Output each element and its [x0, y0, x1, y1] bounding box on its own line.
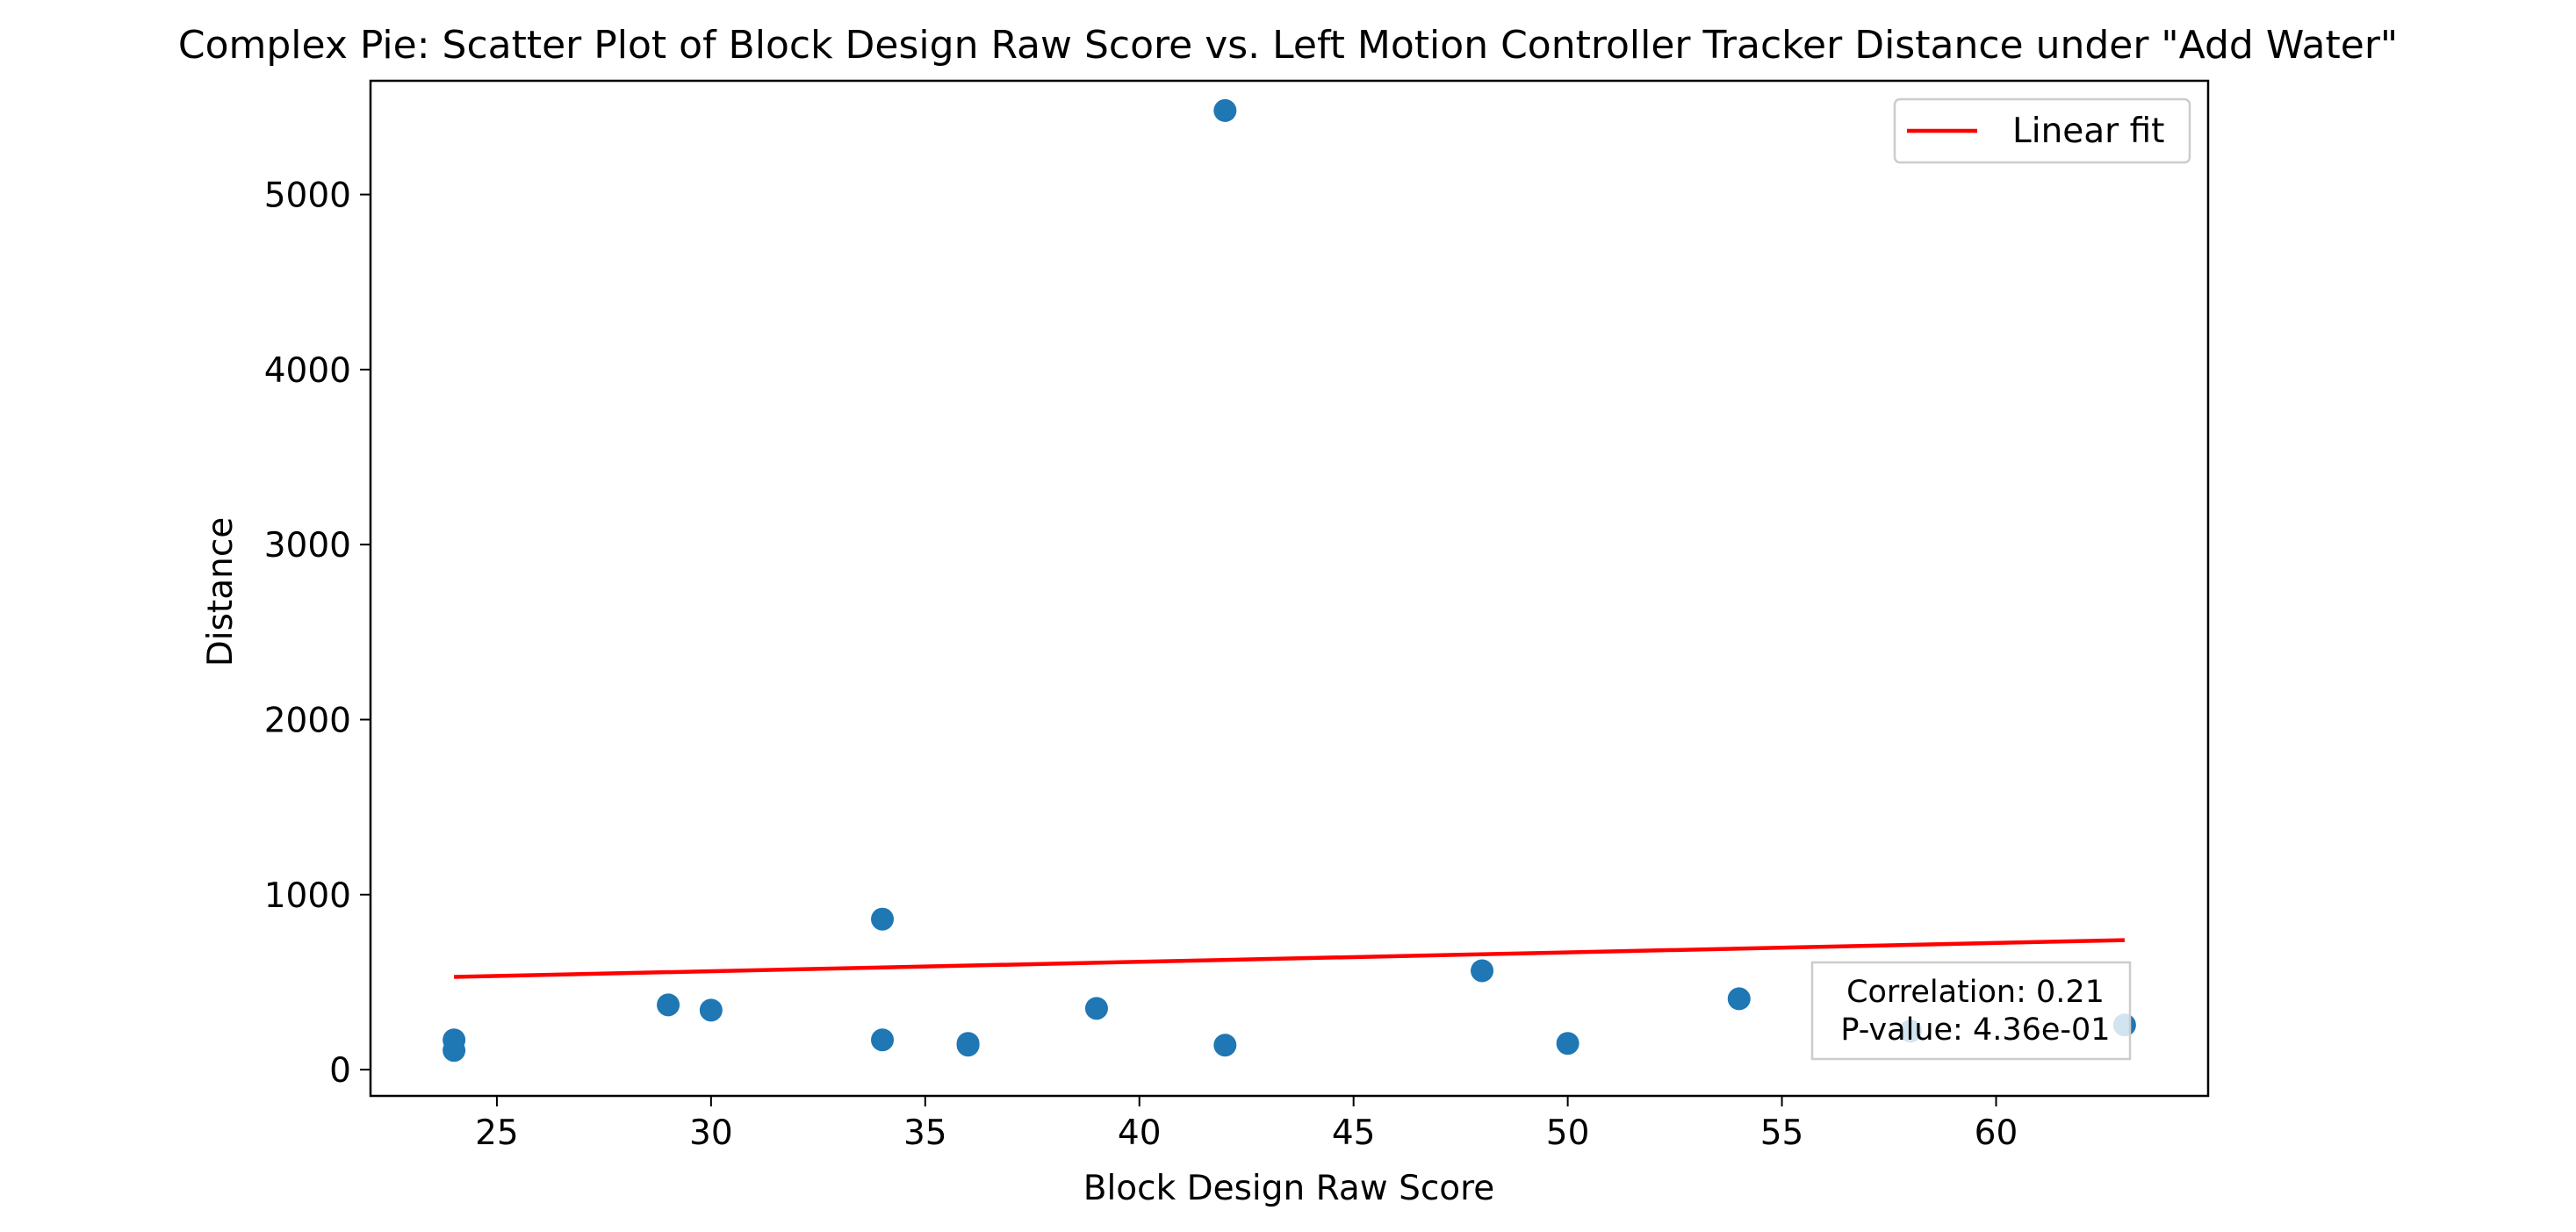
- legend-label: Linear fit: [2012, 112, 2164, 151]
- x-tick-label: 50: [1546, 1113, 1590, 1153]
- x-axis-label: Block Design Raw Score: [1083, 1169, 1495, 1208]
- y-tick-label: 0: [329, 1051, 351, 1091]
- scatter-point: [956, 1034, 980, 1057]
- y-axis-ticks: 0 1000 2000 3000 4000 5000: [264, 177, 371, 1091]
- y-tick-label: 4000: [264, 351, 351, 391]
- scatter-point: [1471, 959, 1494, 983]
- fit-line-layer: [454, 938, 2125, 979]
- stats-annotation: Correlation: 0.21 P-value: 4.36e-01: [1810, 961, 2132, 1061]
- x-tick-label: 30: [689, 1113, 733, 1153]
- x-tick-label: 45: [1332, 1113, 1376, 1153]
- legend: Linear fit: [1893, 97, 2191, 164]
- y-axis-label: Distance: [201, 517, 241, 667]
- linear-fit-line: [454, 938, 2125, 979]
- legend-box: [1893, 97, 2191, 164]
- y-tick-label: 1000: [264, 876, 351, 916]
- y-tick-label: 5000: [264, 177, 351, 216]
- y-tick-label: 2000: [264, 701, 351, 740]
- scatter-point: [1213, 1034, 1237, 1057]
- scatter-point: [871, 907, 895, 931]
- stats-box-frame: [1810, 961, 2132, 1061]
- x-tick-label: 35: [903, 1113, 947, 1153]
- scatter-point: [699, 998, 723, 1022]
- correlation-text: Correlation: 0.21: [1846, 975, 2105, 1010]
- p-value-text: P-value: 4.36e-01: [1840, 1012, 2110, 1048]
- x-axis-ticks: 25 30 35 40 45 50 55 60: [475, 1096, 2018, 1153]
- y-tick-label: 3000: [264, 526, 351, 566]
- scatter-point: [1727, 987, 1751, 1011]
- chart-title: Complex Pie: Scatter Plot of Block Desig…: [178, 23, 2398, 68]
- scatter-point: [657, 993, 680, 1017]
- x-tick-label: 40: [1118, 1113, 1162, 1153]
- x-tick-label: 55: [1760, 1113, 1804, 1153]
- scatter-point: [443, 1039, 466, 1063]
- scatter-point: [871, 1028, 895, 1052]
- scatter-point: [1213, 98, 1237, 122]
- plot-frame: [369, 79, 2210, 1098]
- x-tick-label: 60: [1975, 1113, 2018, 1153]
- scatter-point: [1084, 997, 1108, 1020]
- plot-area: 25 30 35 40 45 50 55 60 0 1000 2000 3000 4000 5000: [264, 79, 2210, 1153]
- scatter-point: [1556, 1032, 1579, 1055]
- x-tick-label: 25: [475, 1113, 519, 1153]
